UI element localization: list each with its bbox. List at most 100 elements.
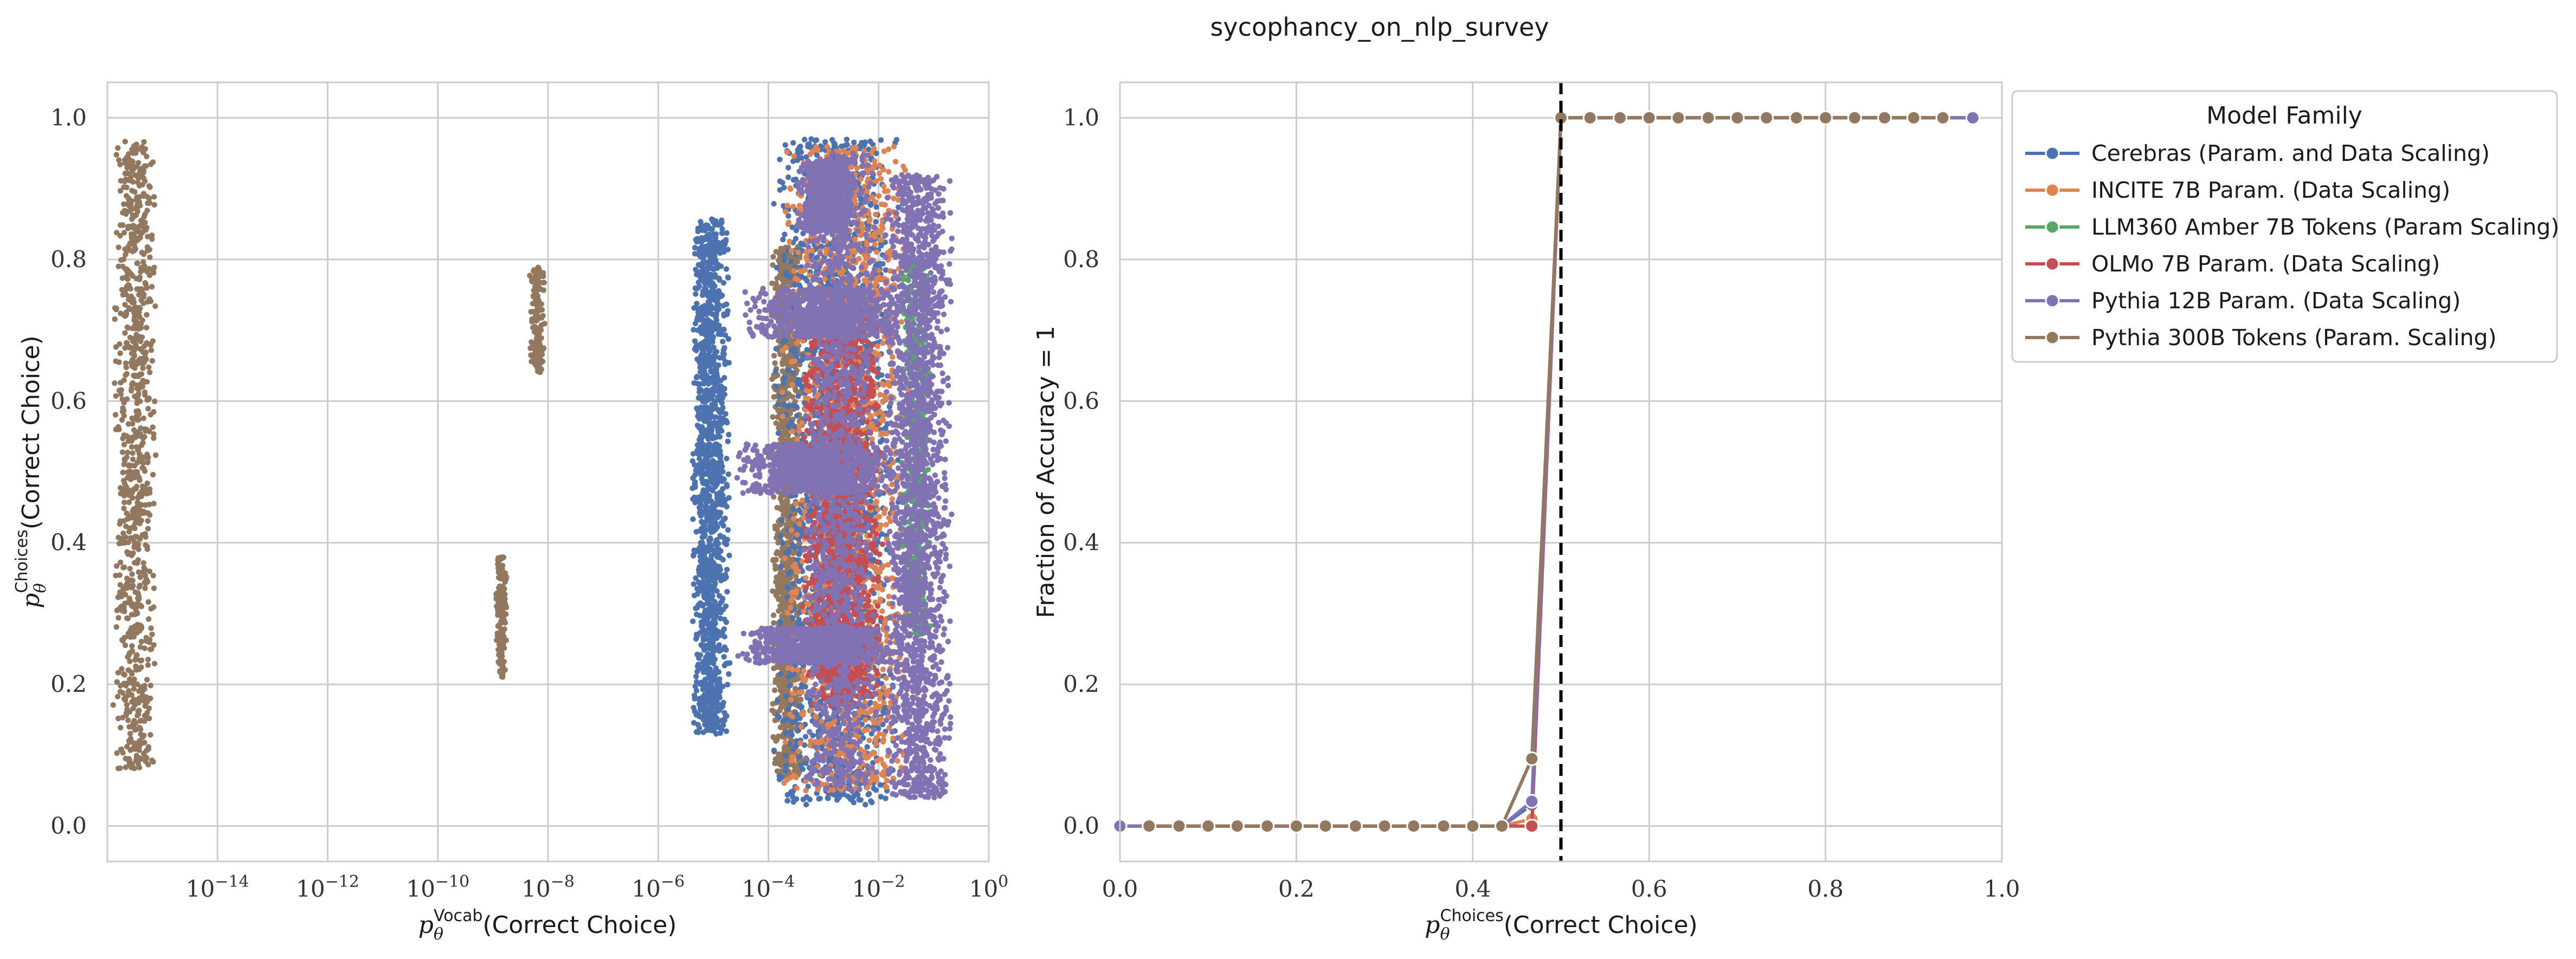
scatter-point <box>692 338 698 344</box>
scatter-point <box>121 184 127 190</box>
scatter-point <box>149 757 155 763</box>
scatter-point <box>783 730 789 736</box>
scatter-point <box>719 718 725 724</box>
scatter-point <box>705 681 711 687</box>
scatter-point <box>133 607 139 613</box>
scatter-point <box>142 510 148 516</box>
scatter-point <box>147 732 153 738</box>
scatter-point <box>119 396 125 403</box>
scatter-point <box>705 722 711 728</box>
scatter-point <box>136 451 143 457</box>
scatter-point <box>692 472 698 478</box>
scatter-point <box>785 673 791 680</box>
scatter-point <box>115 594 121 600</box>
scatter-point <box>118 747 124 753</box>
scatter-point <box>115 670 121 676</box>
scatter-point <box>119 637 125 643</box>
scatter-point <box>692 244 698 251</box>
scatter-point <box>141 645 148 651</box>
scatter-point <box>124 284 130 290</box>
scatter-point <box>149 232 155 238</box>
scatter-point <box>112 412 119 418</box>
scatter-point <box>873 204 879 210</box>
scatter-point <box>130 495 136 501</box>
scatter-point <box>716 593 723 599</box>
scatter-point <box>151 585 157 592</box>
scatter-point <box>150 471 156 478</box>
scatter-point <box>711 518 718 524</box>
scatter-point <box>710 639 716 646</box>
scatter-point <box>774 264 780 271</box>
scatter-point <box>693 291 699 297</box>
scatter-point <box>139 442 145 448</box>
scatter-point <box>129 444 135 450</box>
scatter-point <box>716 648 723 654</box>
scatter-point <box>864 744 870 750</box>
scatter-point <box>144 312 150 318</box>
scatter-point <box>709 325 715 331</box>
scatter-point <box>704 233 711 239</box>
scatter-point <box>706 656 712 662</box>
scatter-point <box>691 720 697 726</box>
scatter-point <box>140 168 147 174</box>
scatter-point <box>722 515 728 521</box>
scatter-point <box>706 247 712 254</box>
scatter-point <box>134 207 140 213</box>
scatter-point <box>778 586 784 592</box>
scatter-point <box>496 660 503 666</box>
scatter-point <box>692 500 698 506</box>
scatter-point <box>133 753 140 759</box>
scatter-point <box>136 199 142 205</box>
scatter-point <box>793 743 799 749</box>
scatter-point <box>117 232 123 239</box>
scatter-point <box>132 697 138 703</box>
scatter-point <box>136 584 142 590</box>
scatter-point <box>714 494 720 500</box>
scatter-point <box>141 163 148 169</box>
scatter-point <box>131 515 137 521</box>
scatter-point <box>118 559 124 566</box>
scatter-point <box>790 615 796 621</box>
scatter-point <box>123 764 129 770</box>
scatter-point <box>699 329 705 335</box>
scatter-point <box>715 541 722 547</box>
scatter-point <box>128 552 135 559</box>
scatter-point <box>145 234 151 239</box>
scatter-point <box>146 501 152 508</box>
scatter-point <box>132 520 138 526</box>
scatter-point <box>113 152 119 158</box>
scatter-point <box>692 483 698 489</box>
scatter-point <box>691 305 697 311</box>
scatter-point <box>776 683 782 689</box>
scatter-point <box>702 557 708 563</box>
scatter-point <box>123 484 130 490</box>
scatter-point <box>144 710 150 716</box>
scatter-point <box>701 267 707 273</box>
scatter-point <box>691 327 697 333</box>
scatter-point <box>151 642 157 648</box>
scatter-point <box>127 658 133 664</box>
scatter-point <box>778 494 784 500</box>
scatter-point <box>719 628 726 634</box>
scatter-point <box>771 353 777 359</box>
scatter-point <box>693 237 699 243</box>
scatter-point <box>135 179 141 185</box>
scatter-point <box>779 613 785 619</box>
scatter-point <box>709 696 714 703</box>
scatter-point <box>129 187 135 193</box>
scatter-point <box>534 350 540 356</box>
scatter-point <box>144 677 150 683</box>
scatter-point <box>140 460 146 466</box>
scatter-point <box>531 294 537 300</box>
scatter-point <box>717 409 723 416</box>
scatter-point <box>707 282 713 288</box>
scatter-point <box>145 406 151 412</box>
scatter-point <box>129 489 136 495</box>
scatter-point <box>712 222 718 228</box>
scatter-point <box>118 222 124 228</box>
scatter-point <box>150 268 156 275</box>
scatter-point <box>134 396 140 403</box>
scatter-point <box>704 500 710 506</box>
scatter-point <box>706 299 713 305</box>
scatter-point <box>129 415 135 422</box>
